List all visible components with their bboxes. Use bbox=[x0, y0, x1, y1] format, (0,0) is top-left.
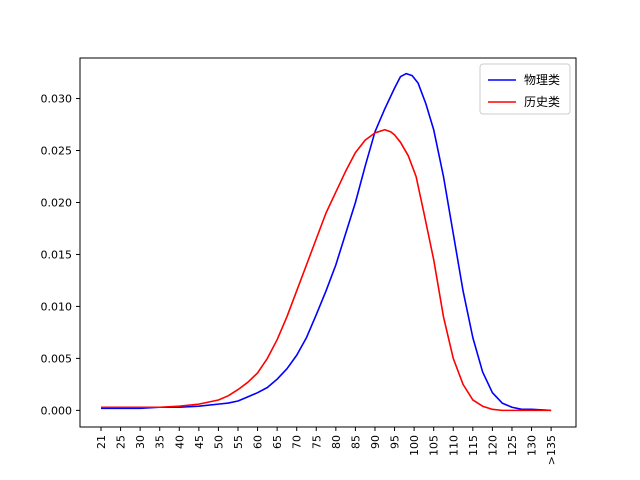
x-tick-label: 130 bbox=[526, 435, 539, 456]
series-line-0 bbox=[101, 72, 552, 412]
x-tick-label: 21 bbox=[95, 435, 108, 449]
x-tick-label: 105 bbox=[428, 435, 441, 456]
x-tick-label: 90 bbox=[369, 435, 382, 449]
x-tick-label: 50 bbox=[212, 435, 225, 449]
x-tick-label: >135 bbox=[545, 435, 558, 465]
y-tick-label: 0.020 bbox=[41, 196, 73, 209]
y-tick-label: 0.000 bbox=[41, 404, 73, 417]
x-tick-label: 110 bbox=[447, 435, 460, 456]
x-tick-label: 95 bbox=[389, 435, 402, 449]
y-tick-label: 0.015 bbox=[41, 248, 73, 261]
x-tick-label: 60 bbox=[252, 435, 265, 449]
y-tick-label: 0.010 bbox=[41, 300, 73, 313]
x-tick-label: 100 bbox=[408, 435, 421, 456]
x-tick-label: 25 bbox=[115, 435, 128, 449]
y-tick-label: 0.025 bbox=[41, 145, 73, 158]
axes-frame bbox=[79, 57, 577, 428]
x-tick-label: 80 bbox=[330, 435, 343, 449]
series-line-1 bbox=[101, 128, 552, 412]
x-tick-label: 115 bbox=[467, 435, 480, 456]
y-tick-label: 0.005 bbox=[41, 352, 73, 365]
x-tick-label: 125 bbox=[506, 435, 519, 456]
legend-label-0: 物理类 bbox=[524, 73, 560, 87]
x-tick-label: 70 bbox=[291, 435, 304, 449]
x-tick-label: 35 bbox=[154, 435, 167, 449]
x-tick-label: 75 bbox=[310, 435, 323, 449]
x-tick-label: 85 bbox=[349, 435, 362, 449]
legend-label-1: 历史类 bbox=[524, 95, 560, 109]
axes: 0.000 0.005 0.010 0.015 0.020 0.025 0.030 21 25 3… bbox=[41, 57, 577, 465]
x-tick-label: 45 bbox=[193, 435, 206, 449]
x-tick-label: 30 bbox=[134, 435, 147, 449]
y-tick-label: 0.030 bbox=[41, 93, 73, 106]
x-tick-label: 120 bbox=[486, 435, 499, 456]
x-tick-label: 40 bbox=[173, 435, 186, 449]
plot-area bbox=[101, 72, 552, 412]
x-tick-label: 55 bbox=[232, 435, 245, 449]
x-tick-label: 65 bbox=[271, 435, 284, 449]
